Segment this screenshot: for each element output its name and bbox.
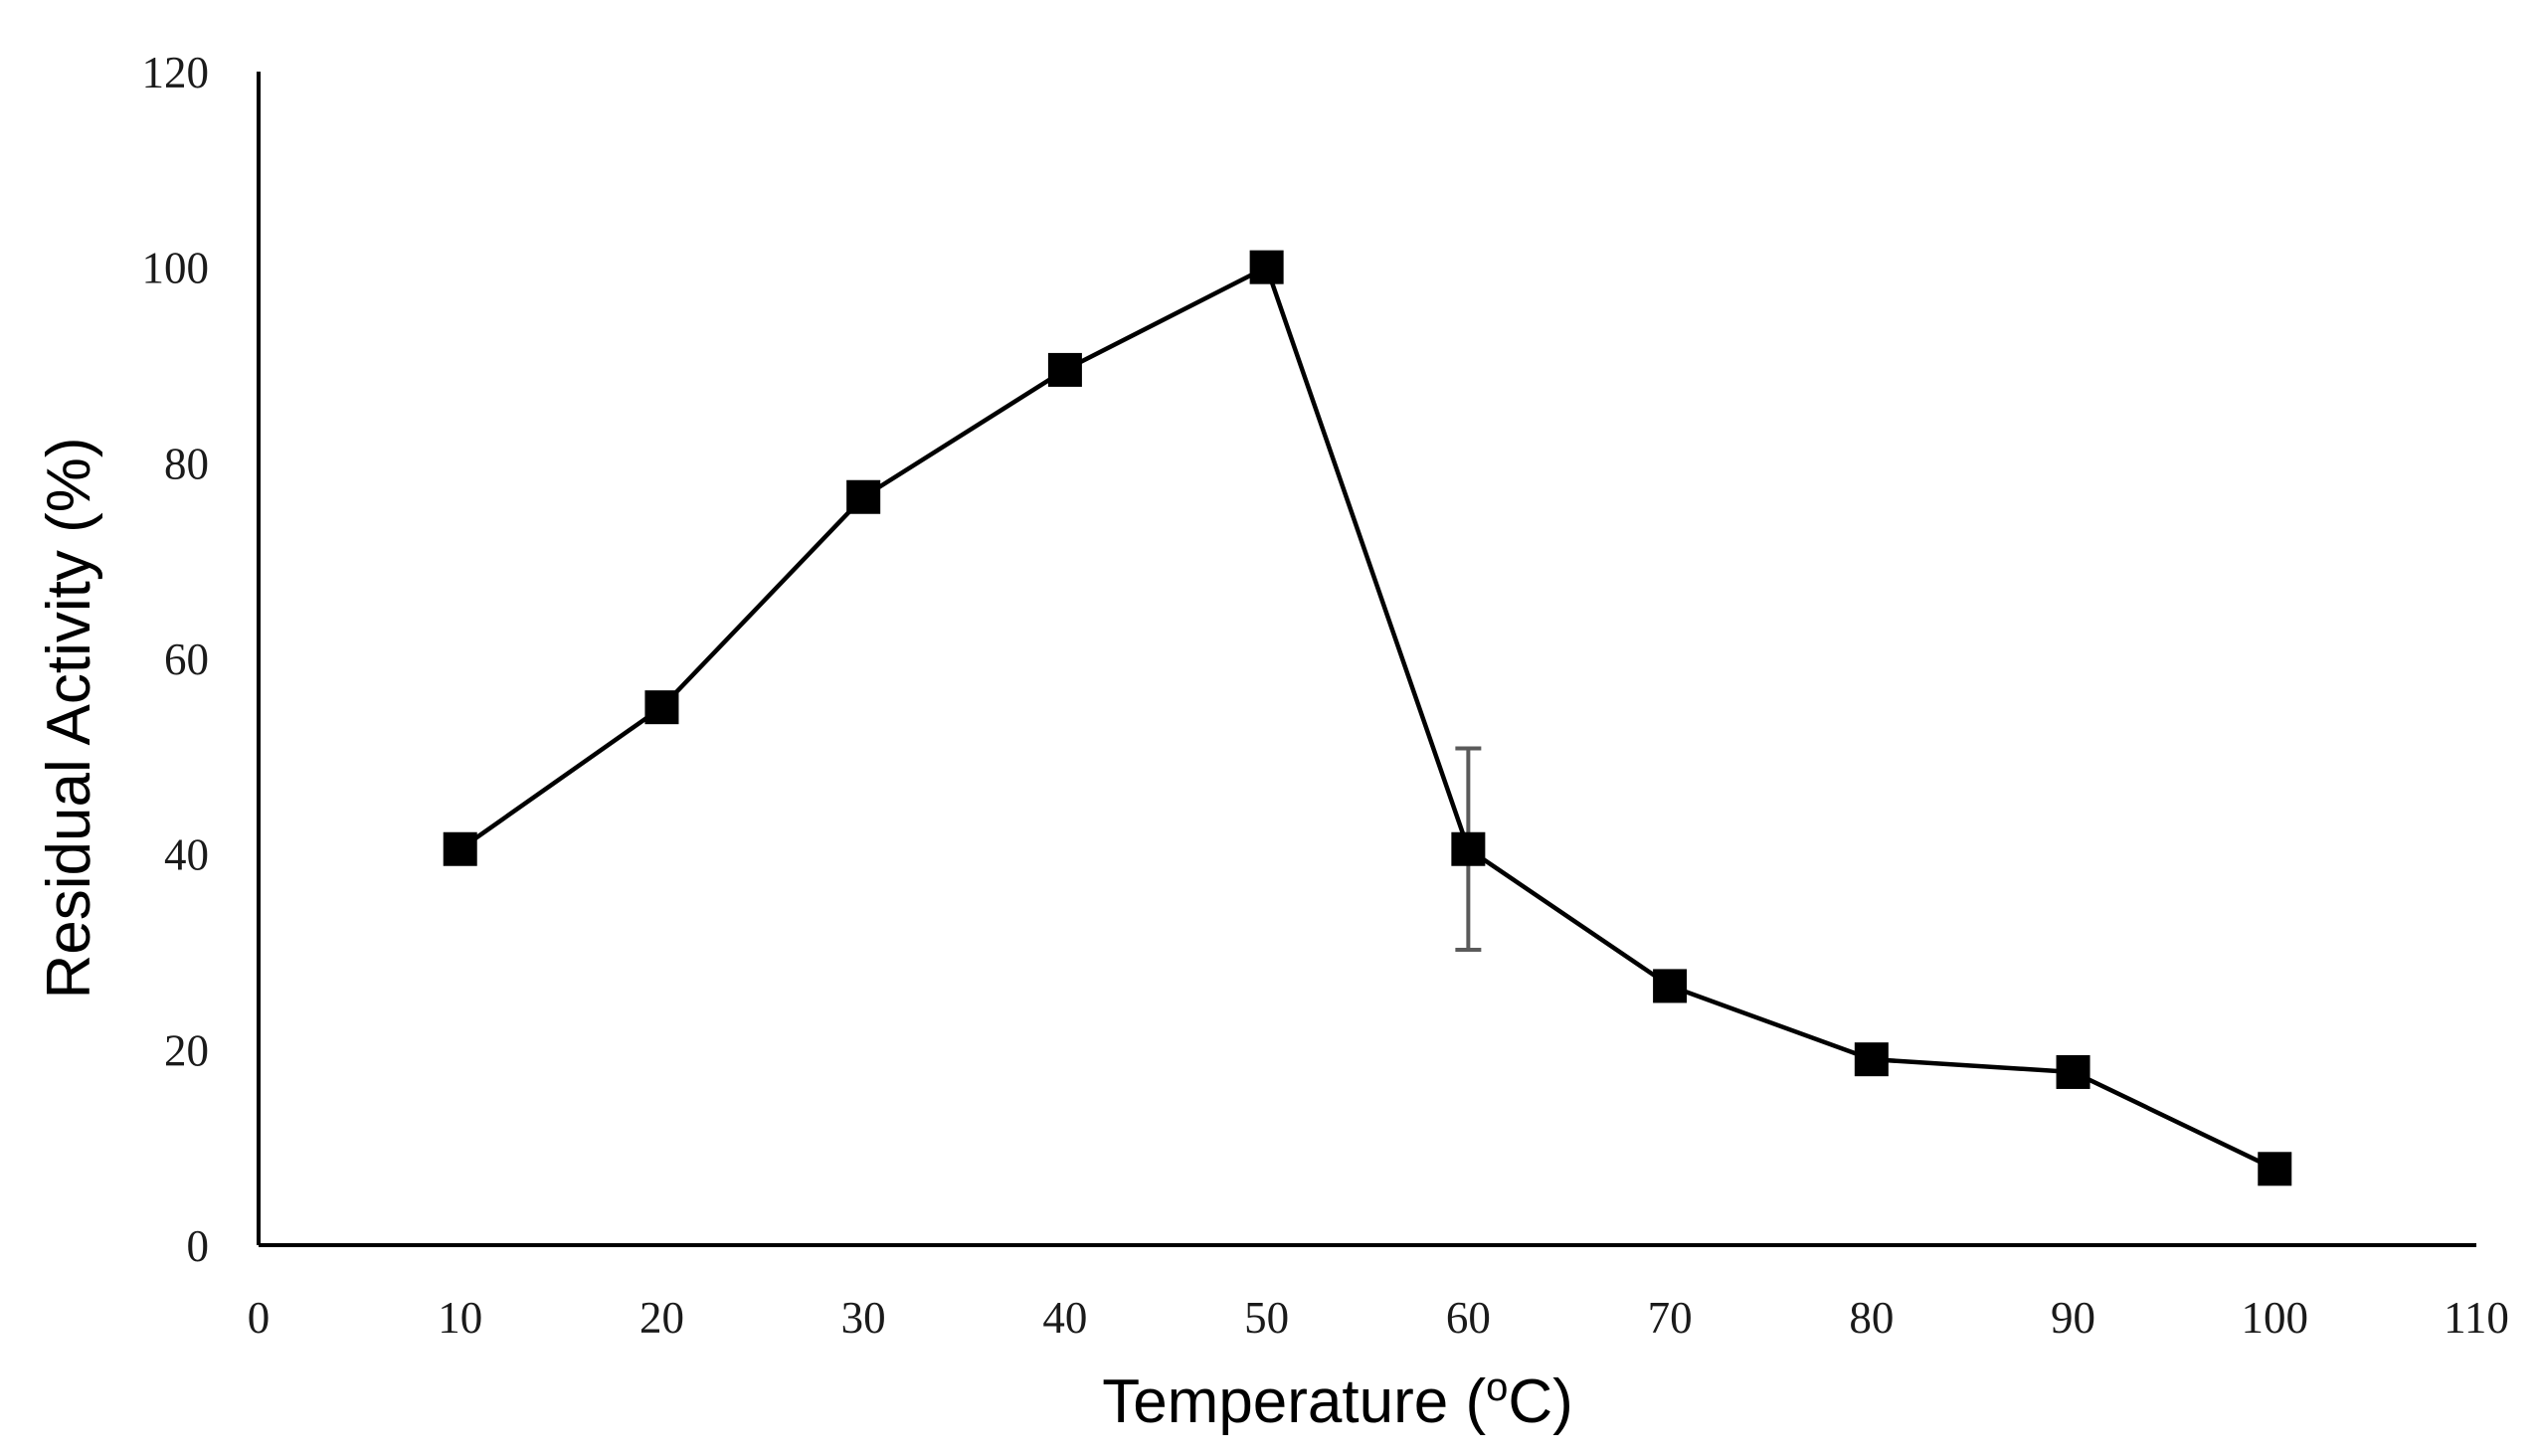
data-point-marker [1249,250,1284,284]
x-tick-label: 90 [2051,1293,2095,1343]
x-tick-label: 70 [1648,1293,1693,1343]
data-point-marker [2056,1054,2090,1089]
data-point-markers [443,250,2292,1186]
data-point-marker [2258,1152,2292,1186]
y-tick-label: 120 [142,48,210,97]
y-tick-labels: 0 20 40 60 80 100 120 [142,48,210,1271]
x-tick-label: 0 [248,1293,271,1343]
y-tick-label: 60 [164,635,209,684]
x-tick-label: 40 [1042,1293,1087,1343]
x-tick-label: 10 [438,1293,482,1343]
y-tick-label: 0 [187,1221,210,1271]
data-point-marker [846,479,881,514]
x-tick-labels: 0 10 20 30 40 50 60 70 80 90 100 110 [248,1293,2509,1343]
x-axis-title: Temperature (oC) [1102,1365,1573,1436]
axes [257,72,2476,1247]
data-point-marker [443,831,477,866]
x-tick-label: 110 [2444,1293,2509,1343]
data-point-marker [1653,969,1688,1003]
data-point-marker [1451,831,1486,866]
data-point-marker [1047,352,1082,387]
series-line-group [458,265,2276,1172]
data-point-marker [644,690,679,725]
y-tick-label: 40 [164,830,209,880]
data-point-marker [1854,1042,1889,1077]
x-tick-label: 80 [1849,1293,1894,1343]
y-tick-label: 20 [164,1025,209,1075]
series-line [458,265,2276,1172]
x-tick-label: 50 [1244,1293,1289,1343]
y-tick-label: 80 [164,439,209,488]
x-tick-label: 30 [841,1293,886,1343]
x-tick-label: 100 [2242,1293,2309,1343]
x-tick-label: 20 [639,1293,684,1343]
y-tick-label: 100 [142,244,210,293]
x-tick-label: 60 [1446,1293,1491,1343]
y-axis-title: Residual Activity (%) [35,437,103,999]
